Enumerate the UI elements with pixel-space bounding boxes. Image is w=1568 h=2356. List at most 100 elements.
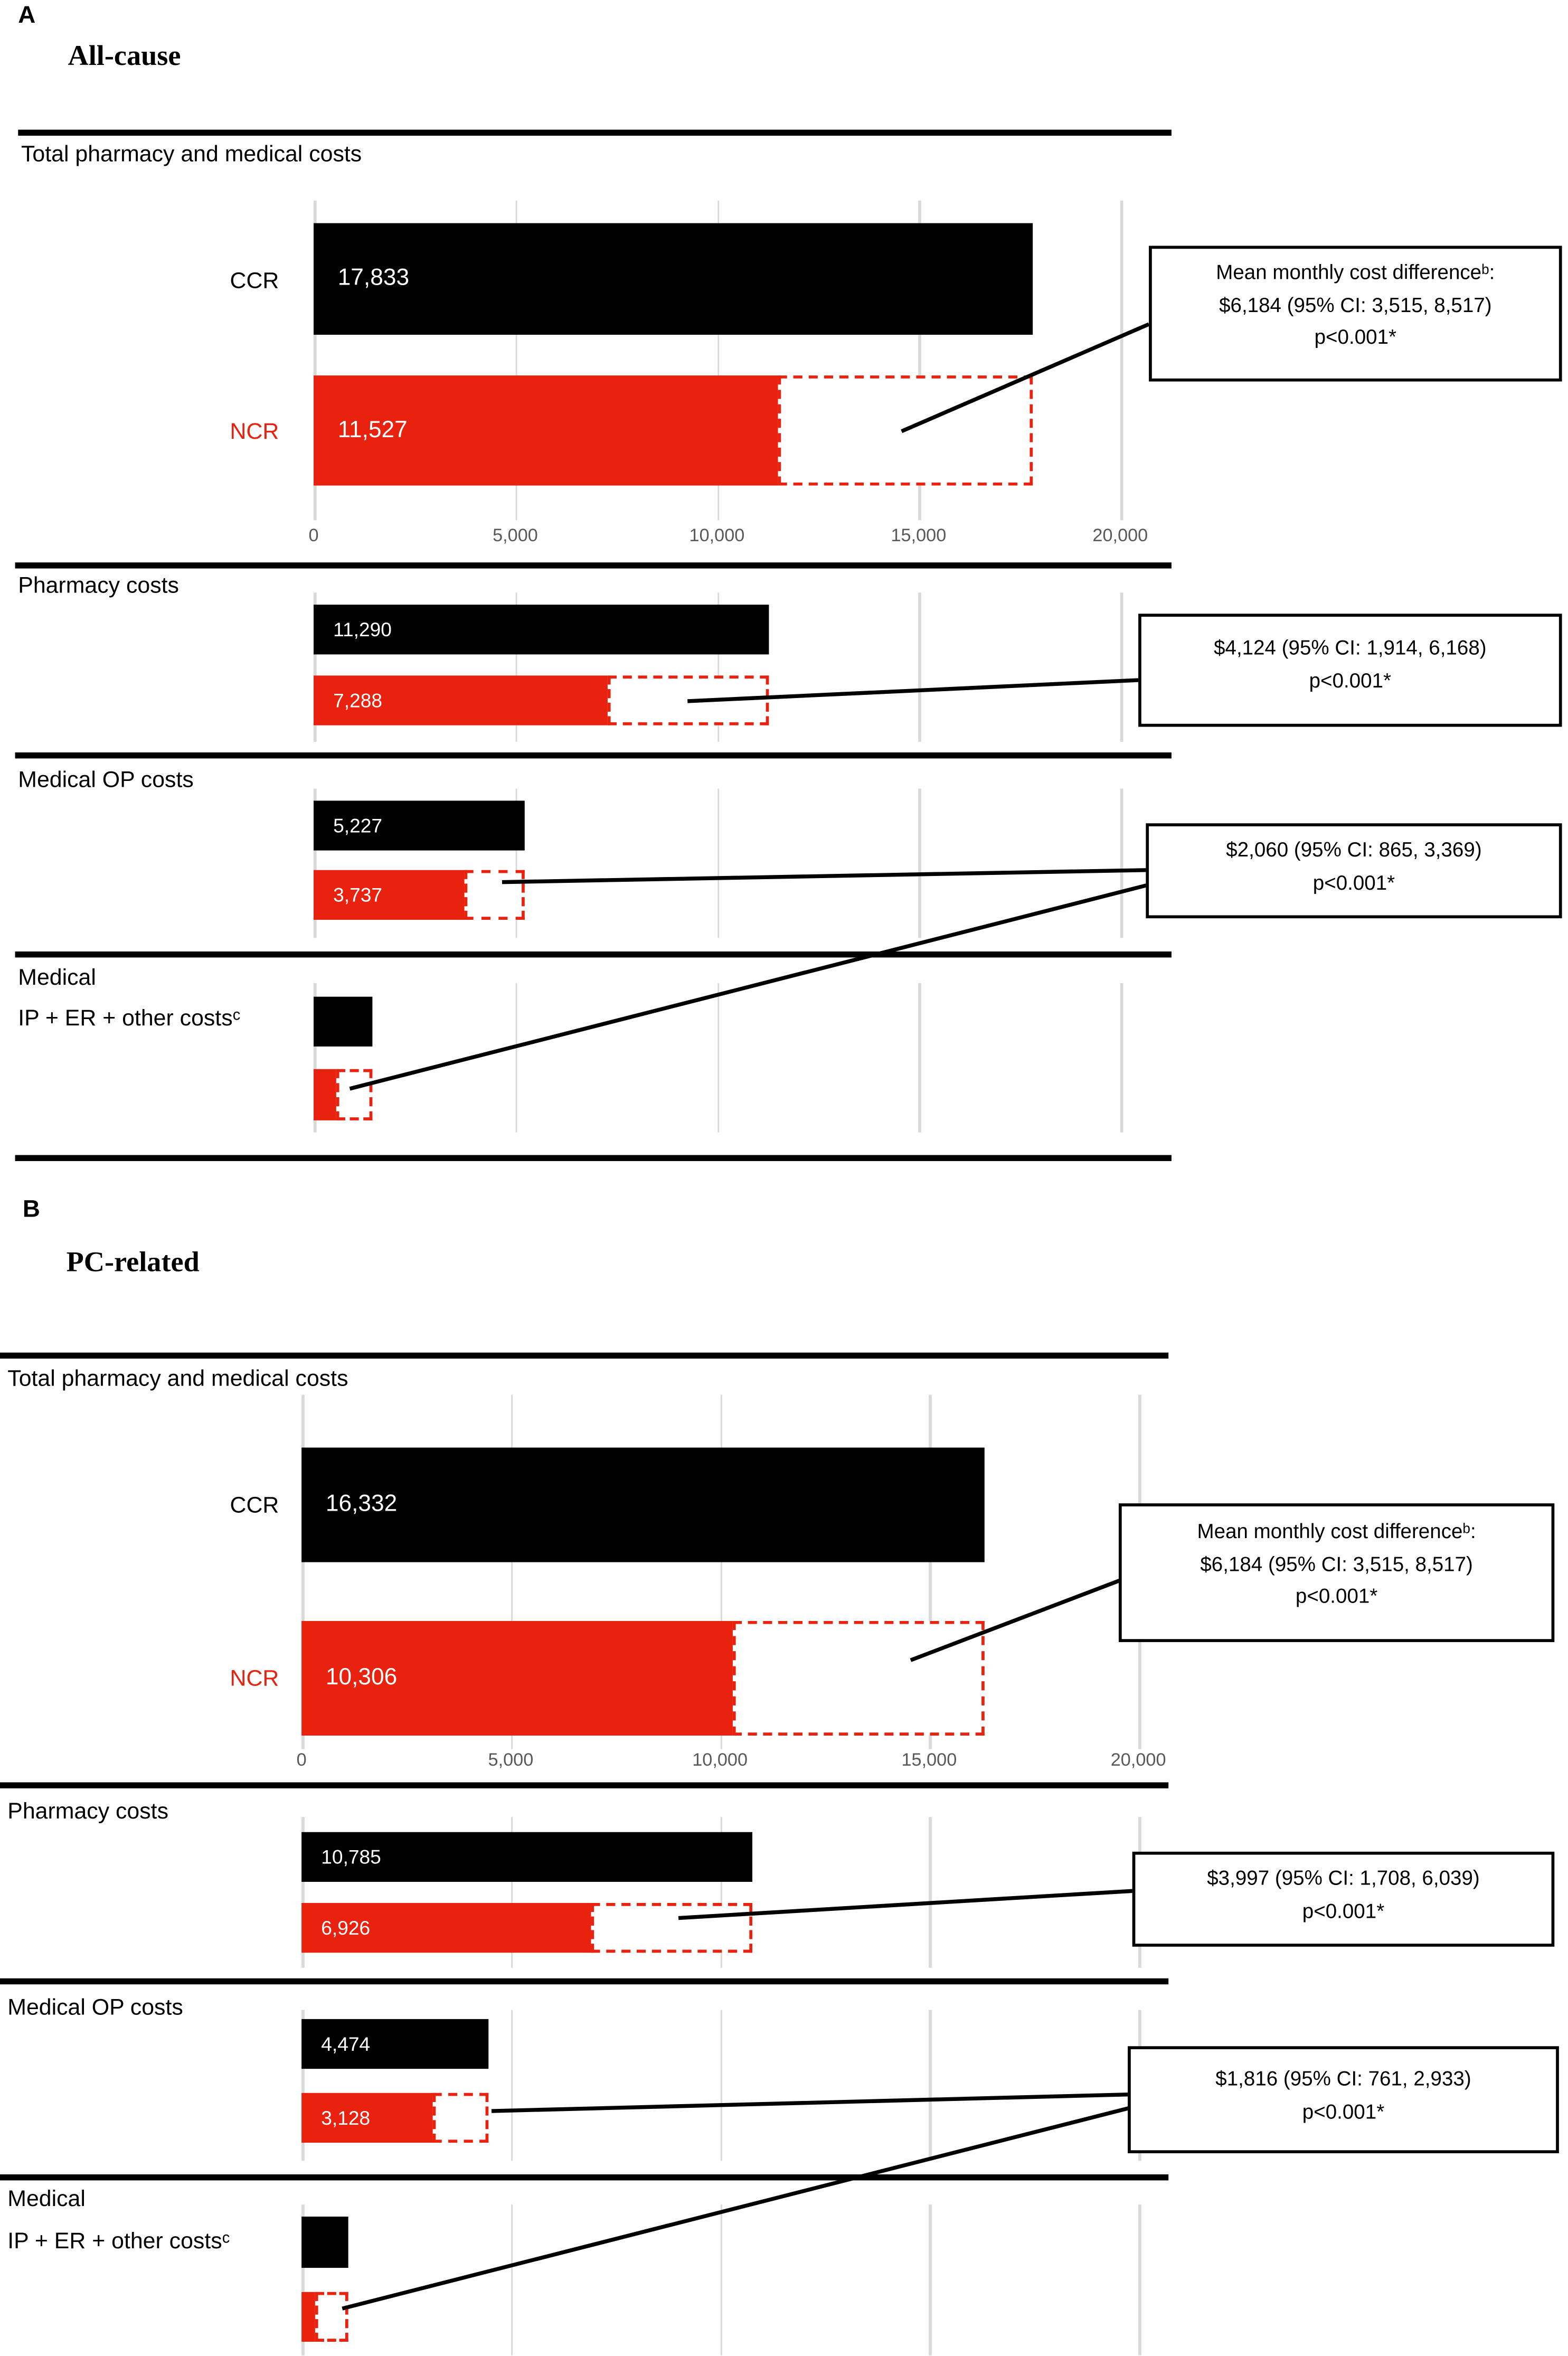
gridline	[1120, 983, 1123, 1133]
annotation-line: $4,124 (95% CI: 1,914, 6,168)	[1214, 636, 1487, 659]
x-axis-a: 0 5,000 10,000 15,000 20,000	[308, 524, 1148, 549]
gridline	[929, 2010, 932, 2161]
x-tick: 0	[296, 1749, 307, 1770]
gridline	[511, 2010, 513, 2161]
plot-b-medical-op: 4,474 3,128	[301, 2010, 1141, 2161]
annotation-a-total: Mean monthly cost differenceᵇ: $6,184 (9…	[1149, 246, 1562, 382]
gridline	[515, 788, 518, 938]
divider	[0, 1352, 1169, 1359]
gridline	[1138, 2204, 1141, 2355]
divider	[15, 752, 1172, 759]
dashed-ccr-reference-b-medical-ip	[314, 2292, 348, 2342]
bar-a-total-ncr: 11,527	[313, 375, 779, 486]
section-label-b-total: Total pharmacy and medical costs	[7, 1366, 348, 1392]
panel-a-title: All-cause	[68, 41, 181, 73]
annotation-line: p<0.001*	[1302, 1899, 1385, 1922]
bar-a-medical-op-ncr: 3,737	[313, 870, 465, 920]
annotation-line: $6,184 (95% CI: 3,515, 8,517)	[1200, 1552, 1473, 1576]
annotation-b-medical: $1,816 (95% CI: 761, 2,933) p<0.001*	[1128, 2046, 1559, 2154]
section-label-a-pharmacy: Pharmacy costs	[18, 573, 179, 599]
gridline	[511, 1394, 513, 1749]
plot-a-medical-ip	[313, 983, 1123, 1133]
x-tick: 5,000	[493, 524, 538, 546]
section-label-a-medical-ip-line1: Medical	[18, 965, 96, 991]
bar-value-label: 6,926	[321, 1916, 371, 1939]
bar-a-medical-ip-ncr	[313, 1069, 336, 1120]
annotation-line: $1,816 (95% CI: 761, 2,933)	[1215, 2067, 1471, 2090]
series-label-ccr: CCR	[230, 268, 279, 294]
divider	[0, 2174, 1169, 2181]
dashed-ccr-reference-a-medical-op	[464, 870, 525, 920]
dashed-ccr-reference-a-pharmacy	[607, 675, 769, 725]
section-label-a-total: Total pharmacy and medical costs	[21, 142, 362, 167]
x-tick: 5,000	[488, 1749, 534, 1770]
dashed-ccr-reference-b-medical-op	[432, 2093, 489, 2143]
annotation-line: p<0.001*	[1302, 2099, 1385, 2123]
panel-b-letter: B	[22, 1197, 41, 1223]
section-label-b-medical-ip-line2: IP + ER + other costsᶜ	[7, 2228, 230, 2255]
bar-b-medical-ip-ccr	[301, 2216, 348, 2268]
bar-b-total-ccr: 16,332	[301, 1447, 985, 1562]
gridline	[301, 2204, 304, 2355]
bar-value-label: 7,288	[333, 689, 383, 712]
gridline	[313, 200, 316, 521]
x-axis-b: 0 5,000 10,000 15,000 20,000	[297, 1749, 1166, 1774]
x-tick: 15,000	[901, 1749, 957, 1770]
panel-a-letter: A	[18, 3, 36, 29]
annotation-line: $6,184 (95% CI: 3,515, 8,517)	[1219, 293, 1492, 316]
plot-a-total: 17,833 11,527	[313, 200, 1123, 521]
dashed-ccr-reference-b-total	[732, 1620, 985, 1736]
divider	[15, 951, 1172, 958]
bar-value-label: 11,527	[337, 417, 408, 443]
gridline	[716, 200, 720, 521]
gridline	[716, 983, 720, 1133]
x-tick: 20,000	[1110, 1749, 1166, 1770]
gridline	[301, 2010, 304, 2161]
dashed-ccr-reference-a-total	[778, 375, 1033, 486]
gridline	[1120, 200, 1123, 521]
series-label-ncr: NCR	[230, 419, 279, 445]
annotation-a-pharmacy: $4,124 (95% CI: 1,914, 6,168) p<0.001*	[1138, 614, 1562, 727]
bar-b-pharmacy-ccr: 10,785	[301, 1832, 753, 1882]
gridline	[918, 592, 921, 742]
section-label-b-pharmacy: Pharmacy costs	[7, 1798, 168, 1825]
gridline	[918, 983, 921, 1133]
bar-value-label: 11,290	[333, 618, 392, 641]
dashed-ccr-reference-a-medical-ip	[336, 1069, 372, 1120]
gridline	[720, 1394, 722, 1749]
gridline	[1120, 592, 1123, 742]
x-tick: 15,000	[891, 524, 947, 546]
gridline	[929, 1817, 932, 1968]
annotation-a-medical: $2,060 (95% CI: 865, 3,369) p<0.001*	[1146, 823, 1562, 919]
bar-b-medical-ip-ncr	[301, 2292, 315, 2342]
plot-a-pharmacy: 11,290 7,288	[313, 592, 1123, 742]
section-label-a-medical-ip-line2: IP + ER + other costsᶜ	[18, 1005, 241, 1032]
bar-value-label: 10,785	[321, 1845, 381, 1869]
bar-a-medical-op-ccr: 5,227	[313, 800, 525, 851]
gridline	[301, 1394, 304, 1749]
plot-a-medical-op: 5,227 3,737	[313, 788, 1123, 938]
x-tick: 0	[308, 524, 319, 546]
annotation-b-total: Mean monthly cost differenceᵇ: $6,184 (9…	[1118, 1503, 1555, 1642]
x-tick: 10,000	[689, 524, 745, 546]
gridline	[511, 1817, 513, 1968]
annotation-line: Mean monthly cost differenceᵇ:	[1197, 1520, 1476, 1543]
gridline	[720, 2010, 722, 2161]
bar-value-label: 16,332	[325, 1491, 398, 1517]
bar-a-pharmacy-ccr: 11,290	[313, 605, 769, 655]
bar-b-medical-op-ccr: 4,474	[301, 2019, 489, 2069]
x-tick: 10,000	[692, 1749, 748, 1770]
divider	[0, 1978, 1169, 1985]
gridline	[929, 1394, 932, 1749]
gridline	[716, 788, 720, 938]
bar-value-label: 5,227	[333, 814, 383, 837]
gridline	[515, 592, 518, 742]
series-label-ccr: CCR	[230, 1493, 279, 1519]
section-label-b-medical-ip-line1: Medical	[7, 2186, 86, 2212]
gridline	[515, 200, 518, 521]
plot-b-medical-ip	[301, 2204, 1141, 2355]
panel-b-title: PC-related	[66, 1247, 200, 1279]
annotation-line: p<0.001*	[1295, 1585, 1378, 1608]
gridline	[1120, 788, 1123, 938]
